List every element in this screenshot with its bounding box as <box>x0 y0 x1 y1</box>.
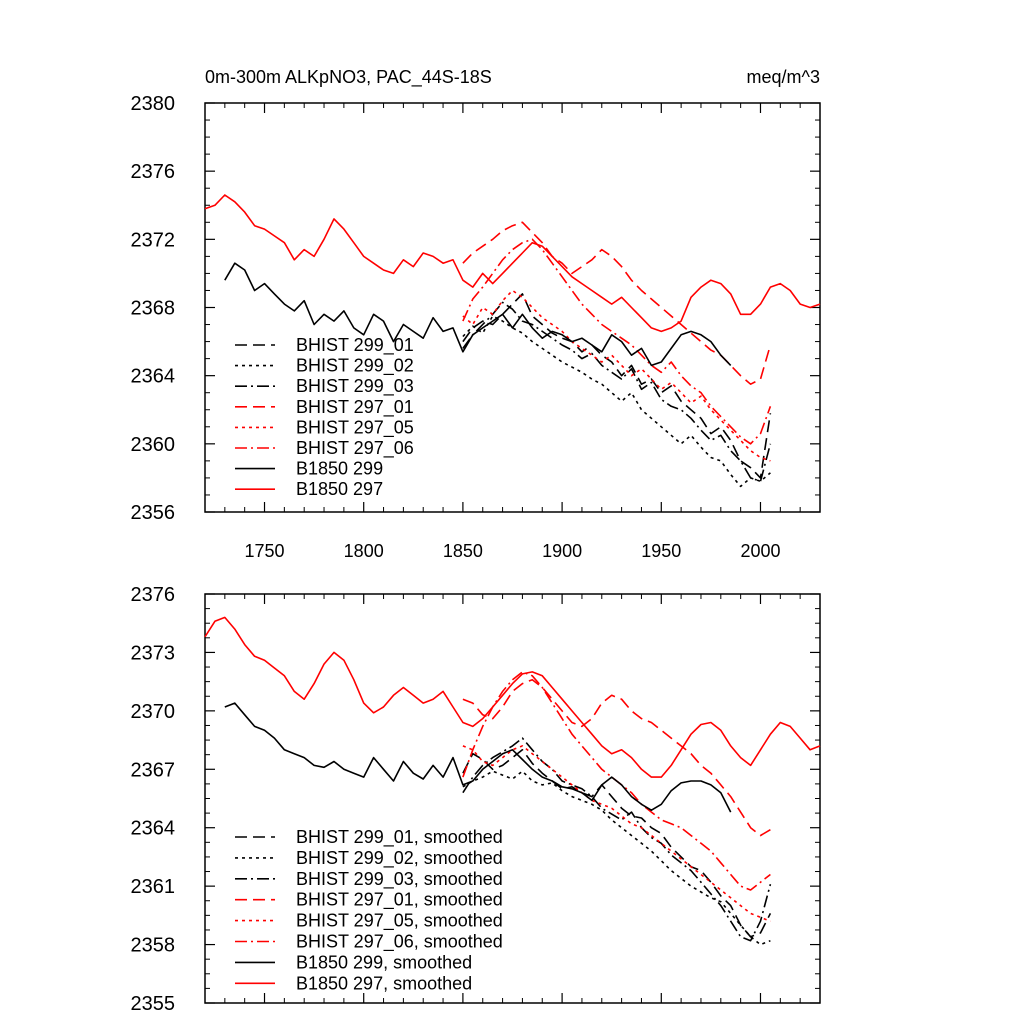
x-tick-label: 1850 <box>443 541 483 561</box>
y-tick-label: 2356 <box>131 502 176 524</box>
y-tick-label: 2361 <box>131 876 176 898</box>
x-tick-label: 1950 <box>641 541 681 561</box>
legend-label: BHIST 297_01 <box>296 397 414 418</box>
series-line-bhist-297-06 <box>462 238 772 445</box>
legend-label: BHIST 297_05 <box>296 417 414 438</box>
series-line-b1850-297 <box>204 194 821 333</box>
series-line-b1850-297-smoothed <box>204 616 821 778</box>
legend-label: B1850 297 <box>296 479 383 499</box>
y-tick-label: 2364 <box>131 366 176 388</box>
legend-label: BHIST 297_01, smoothed <box>296 890 503 911</box>
series-line-bhist-297-01 <box>462 221 772 386</box>
y-tick-label: 2364 <box>131 818 176 840</box>
chart-units-label: meq/m^3 <box>747 67 820 87</box>
y-tick-label: 2368 <box>131 298 176 320</box>
legend-label: BHIST 299_03 <box>296 376 414 397</box>
series-line-bhist-297-05-smoothed <box>462 745 771 922</box>
legend-label: BHIST 297_05, smoothed <box>296 911 503 932</box>
series-line-b1850-299 <box>224 262 732 367</box>
series-line-bhist-297-05 <box>462 289 771 462</box>
x-tick-label: 1900 <box>542 541 582 561</box>
series-line-bhist-297-01-smoothed <box>462 678 771 837</box>
legend-label: BHIST 299_01, smoothed <box>296 827 503 848</box>
legend-label: B1850 299, smoothed <box>296 952 472 972</box>
legend-label: BHIST 297_06, smoothed <box>296 932 503 953</box>
series-line-bhist-299-02-smoothed <box>462 770 771 946</box>
y-tick-label: 2376 <box>131 161 176 183</box>
series-line-bhist-299-03-smoothed <box>462 737 772 942</box>
y-tick-label: 2355 <box>131 993 176 1015</box>
series-line-bhist-299-01-smoothed <box>462 748 772 938</box>
y-tick-label: 2372 <box>131 229 176 251</box>
legend-label: B1850 299 <box>296 459 383 479</box>
y-tick-label: 2373 <box>131 642 176 664</box>
y-tick-label: 2367 <box>131 759 176 781</box>
legend-label: BHIST 299_02 <box>296 356 414 377</box>
series-line-bhist-299-02 <box>462 315 771 488</box>
y-tick-label: 2370 <box>131 701 176 723</box>
series-line-bhist-299-03 <box>462 301 772 483</box>
legend-label: B1850 297, smoothed <box>296 973 472 993</box>
x-tick-label: 1750 <box>244 541 284 561</box>
y-tick-label: 2376 <box>131 584 176 606</box>
series-line-bhist-299-01 <box>462 293 772 479</box>
y-tick-label: 2380 <box>131 93 176 115</box>
chart-title-left: 0m-300m ALKpNO3, PAC_44S-18S <box>205 67 492 88</box>
legend-label: BHIST 297_06 <box>296 438 414 459</box>
series-line-b1850-299-smoothed <box>224 702 732 813</box>
y-tick-label: 2358 <box>131 935 176 957</box>
legend-label: BHIST 299_03, smoothed <box>296 869 503 890</box>
legend-label: BHIST 299_02, smoothed <box>296 848 503 869</box>
x-tick-label: 1800 <box>344 541 384 561</box>
y-tick-label: 2360 <box>131 434 176 456</box>
chart-panel-1: 1750 1800 1850 1900 1950 2000 2356 2360 2364 2368… <box>131 93 821 561</box>
chart-panel-2: 2355 2358 2361 2364 2367 2370 2373 2376 BHIST 29… <box>131 584 821 1015</box>
x-tick-label: 2000 <box>740 541 780 561</box>
legend-label: BHIST 299_01 <box>296 335 414 356</box>
